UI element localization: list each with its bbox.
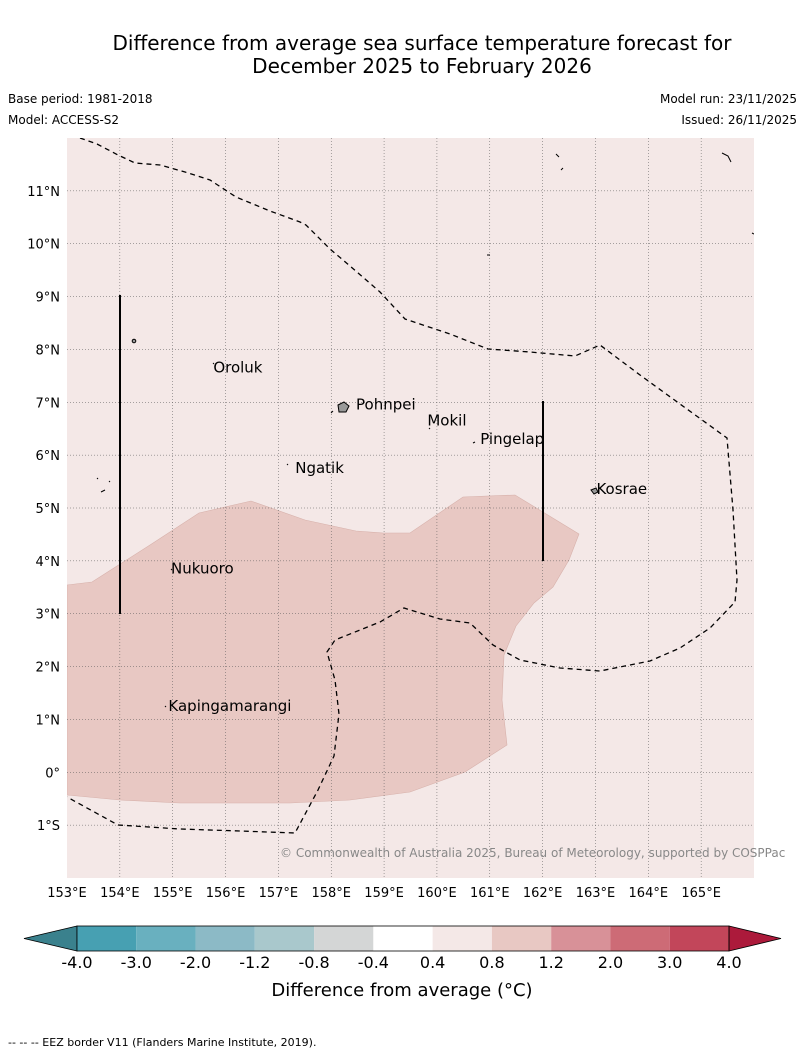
lat-tick-label: 5°N bbox=[36, 502, 61, 517]
base-period: Base period: 1981-2018 bbox=[8, 92, 153, 106]
colorbar-tick-label: 0.8 bbox=[479, 953, 504, 972]
colorbar-tick-label: 3.0 bbox=[657, 953, 682, 972]
lon-tick-label: 153°E bbox=[47, 886, 87, 901]
colorbar-tick-label: 0.4 bbox=[420, 953, 445, 972]
lon-tick-label: 165°E bbox=[681, 886, 721, 901]
model-run: Model run: 23/11/2025 bbox=[659, 92, 797, 106]
lat-tick-label: 1°S bbox=[37, 819, 60, 834]
place-label: Pohnpei bbox=[356, 396, 416, 414]
chart-title: Difference from average sea surface temp… bbox=[0, 32, 804, 78]
colorbar-frame bbox=[76, 925, 730, 952]
colorbar-bin bbox=[432, 926, 492, 951]
place-label: Oroluk bbox=[213, 359, 262, 377]
lat-tick-label: 11°N bbox=[27, 185, 60, 200]
lat-tick-label: 0° bbox=[45, 766, 60, 781]
issued-date: Issued: 26/11/2025 bbox=[681, 113, 797, 127]
title-line-1: Difference from average sea surface temp… bbox=[112, 31, 732, 55]
islet-west bbox=[131, 338, 137, 344]
lat-tick-label: 4°N bbox=[36, 555, 61, 570]
place-label: Mokil bbox=[427, 411, 466, 429]
sst-anomaly-map: Oroluk Pohnpei Mokil Pingelap Ngatik Kosrae Nu… bbox=[23, 138, 785, 972]
eez-footnote: -- -- -- EEZ border V11 (Flanders Marine… bbox=[8, 1036, 317, 1049]
lon-tick-label: 160°E bbox=[417, 886, 457, 901]
colorbar: -4.0 -3.0 -2.0 -1.2 -0.8 -0.4 0.4 0.8 1.2 2.0 3.0 4… bbox=[23, 925, 782, 972]
colorbar-tick-label: -0.4 bbox=[358, 953, 389, 972]
colorbar-bin bbox=[551, 926, 611, 951]
colorbar-tick-label: -0.8 bbox=[298, 953, 329, 972]
colorbar-bin bbox=[491, 926, 552, 951]
colorbar-bin bbox=[136, 926, 196, 951]
colorbar-bin bbox=[314, 926, 374, 951]
lat-tick-label: 1°N bbox=[36, 713, 61, 728]
colorbar-bin bbox=[254, 926, 315, 951]
lon-tick-label: 155°E bbox=[153, 886, 193, 901]
colorbar-bin bbox=[373, 926, 433, 951]
lat-tick-label: 9°N bbox=[36, 291, 61, 306]
pohnpei-island bbox=[337, 401, 350, 413]
colorbar-bin bbox=[77, 926, 137, 951]
latitude-labels: 1°S 0° 1°N 2°N 3°N 4°N 5°N 6°N 7°N 8°N 9°N 10°N 11°N bbox=[27, 185, 60, 834]
place-label: Kosrae bbox=[596, 480, 647, 498]
place-label: Kapingamarangi bbox=[168, 697, 291, 715]
colorbar-label: Difference from average (°C) bbox=[271, 980, 533, 1001]
lon-tick-label: 162°E bbox=[523, 886, 563, 901]
colorbar-tick-label: 4.0 bbox=[716, 953, 741, 972]
eez-border bbox=[67, 138, 738, 834]
colorbar-over-arrow bbox=[728, 925, 782, 952]
colorbar-tick-label: -4.0 bbox=[61, 953, 92, 972]
colorbar-tick-label: 2.0 bbox=[598, 953, 623, 972]
lon-tick-label: 161°E bbox=[470, 886, 510, 901]
colorbar-tick-label: -3.0 bbox=[121, 953, 152, 972]
place-labels: Oroluk Pohnpei Mokil Pingelap Ngatik Kosrae Nu… bbox=[168, 359, 647, 715]
colorbar-bin bbox=[610, 926, 670, 951]
islands bbox=[96, 152, 754, 708]
colorbar-under-arrow bbox=[23, 925, 78, 952]
colorbar-bin bbox=[669, 926, 729, 951]
kosrae-island bbox=[590, 487, 599, 495]
lat-tick-label: 8°N bbox=[36, 343, 61, 358]
lat-tick-label: 2°N bbox=[36, 661, 61, 676]
copyright-note: © Commonwealth of Australia 2025, Bureau… bbox=[280, 846, 785, 860]
lon-tick-label: 164°E bbox=[629, 886, 669, 901]
longitude-labels: 153°E 154°E 155°E 156°E 157°E 158°E 159°E 160°E… bbox=[47, 886, 721, 901]
place-label: Pingelap bbox=[480, 430, 544, 448]
lat-tick-label: 10°N bbox=[27, 238, 60, 253]
colorbar-tick-label: -2.0 bbox=[180, 953, 211, 972]
lon-tick-label: 157°E bbox=[259, 886, 299, 901]
colorbar-tick-label: -1.2 bbox=[239, 953, 270, 972]
place-label: Nukuoro bbox=[171, 559, 234, 577]
lon-tick-label: 156°E bbox=[206, 886, 246, 901]
colorbar-tick-label: 1.2 bbox=[538, 953, 563, 972]
graticule bbox=[67, 138, 754, 878]
place-label: Ngatik bbox=[295, 459, 344, 477]
colorbar-bin bbox=[195, 926, 255, 951]
title-line-2: December 2025 to February 2026 bbox=[252, 54, 592, 78]
model-name: Model: ACCESS-S2 bbox=[8, 113, 120, 127]
lat-tick-label: 7°N bbox=[36, 396, 61, 411]
lon-tick-label: 158°E bbox=[311, 886, 351, 901]
lon-tick-label: 154°E bbox=[100, 886, 140, 901]
anomaly-region-0.8-1.2 bbox=[67, 494, 580, 804]
lat-tick-label: 6°N bbox=[36, 449, 61, 464]
lon-tick-label: 163°E bbox=[576, 886, 616, 901]
lon-tick-label: 159°E bbox=[364, 886, 404, 901]
lat-tick-label: 3°N bbox=[36, 608, 61, 623]
